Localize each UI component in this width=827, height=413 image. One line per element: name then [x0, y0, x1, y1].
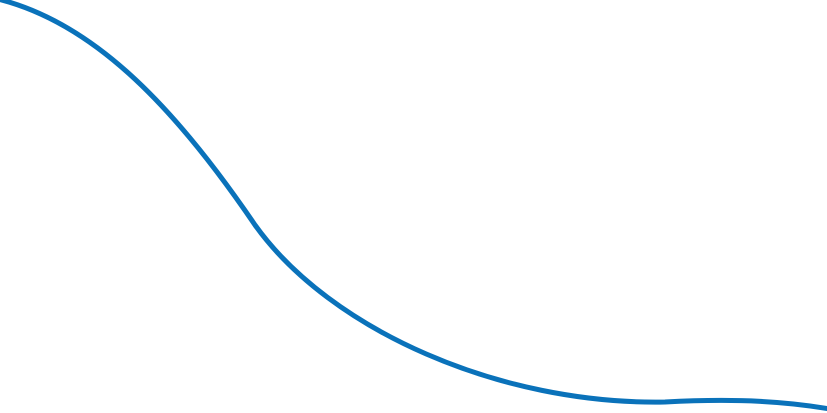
wave-curve — [0, 0, 827, 412]
decorative-wave — [0, 0, 827, 412]
